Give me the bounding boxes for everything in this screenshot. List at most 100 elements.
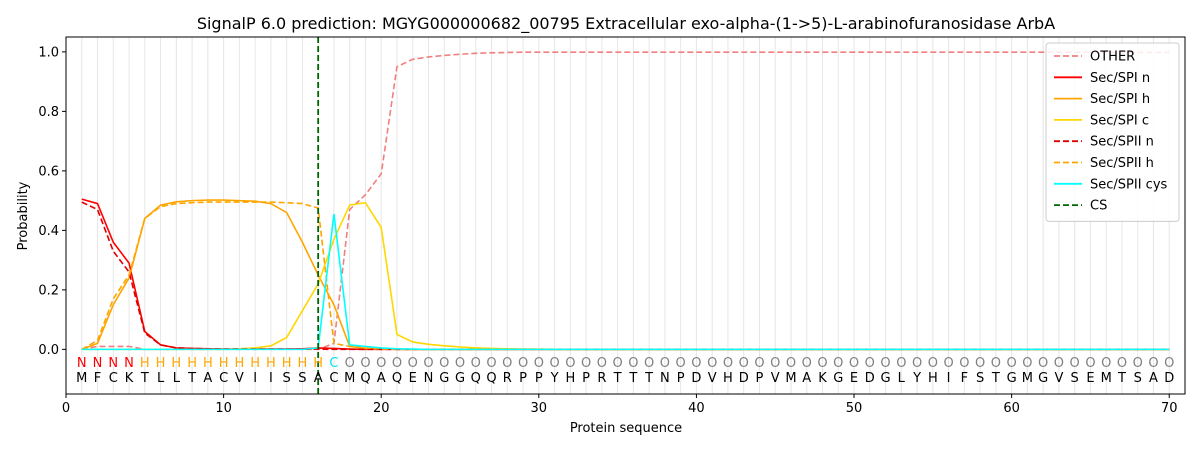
y-tick-label: 0.4 xyxy=(38,224,59,239)
legend-label: Sec/SPII h xyxy=(1090,156,1154,171)
region-label: O xyxy=(1054,356,1064,371)
region-label: O xyxy=(770,356,780,371)
residue-label: H xyxy=(928,371,938,386)
region-label: O xyxy=(943,356,953,371)
region-label: C xyxy=(329,356,338,371)
residue-label: M xyxy=(1101,371,1112,386)
residue-label: A xyxy=(1149,371,1158,386)
region-label: O xyxy=(880,356,890,371)
residue-label: E xyxy=(1086,371,1094,386)
residue-label: D xyxy=(1164,371,1174,386)
region-label: H xyxy=(298,356,308,371)
residue-label: P xyxy=(535,371,543,386)
residue-label: F xyxy=(961,371,968,386)
residue-label: A xyxy=(203,371,212,386)
residue-label: V xyxy=(235,371,244,386)
region-label: O xyxy=(896,356,906,371)
plot-frame xyxy=(65,36,1186,395)
series-layer xyxy=(81,51,1170,351)
residue-label: Y xyxy=(912,371,921,386)
grid-layer xyxy=(81,37,1170,394)
residue-label: T xyxy=(1117,371,1126,386)
residue-label: T xyxy=(187,371,196,386)
x-tick-label: 40 xyxy=(688,401,705,416)
region-label: O xyxy=(691,356,701,371)
residue-label: S xyxy=(283,371,291,386)
residue-label: A xyxy=(314,371,323,386)
region-label: O xyxy=(565,356,575,371)
region-label: O xyxy=(739,356,749,371)
legend-label: OTHER xyxy=(1090,50,1135,65)
residue-label: A xyxy=(377,371,386,386)
region-label: H xyxy=(313,356,323,371)
residue-label: S xyxy=(298,371,306,386)
x-tick-label: 20 xyxy=(373,401,390,416)
legend-box xyxy=(1045,42,1180,222)
region-label: O xyxy=(786,356,796,371)
residue-label: C xyxy=(219,371,228,386)
residue-label: R xyxy=(597,371,606,386)
y-tick-label: 1.0 xyxy=(38,45,59,60)
residue-label: V xyxy=(708,371,717,386)
x-tick-label: 10 xyxy=(215,401,232,416)
region-label: H xyxy=(156,356,166,371)
sequence-labels: NMNFNCNKHTHLHLHTHAHCHVHIHIHSHSHACCOMOQOA… xyxy=(76,356,1174,386)
residue-label: C xyxy=(109,371,118,386)
residue-label: T xyxy=(991,371,1000,386)
residue-label: H xyxy=(565,371,575,386)
region-label: O xyxy=(660,356,670,371)
region-label: O xyxy=(644,356,654,371)
y-tick-label: 0.2 xyxy=(38,283,59,298)
x-axis-label: Protein sequence xyxy=(570,421,682,436)
region-label: O xyxy=(581,356,591,371)
series-line-sec-spi-n xyxy=(81,198,1170,351)
series-line-sec-spii-cys xyxy=(81,213,1170,351)
region-label: O xyxy=(455,356,465,371)
region-label: H xyxy=(187,356,197,371)
region-label: O xyxy=(518,356,528,371)
residue-label: T xyxy=(644,371,653,386)
series-line-sec-spi-c xyxy=(81,201,1170,351)
series-line-sec-spii-n xyxy=(81,201,1170,351)
legend-label: Sec/SPII n xyxy=(1090,135,1154,150)
region-label: H xyxy=(250,356,260,371)
residue-label: T xyxy=(628,371,637,386)
region-label: O xyxy=(408,356,418,371)
region-label: O xyxy=(1007,356,1017,371)
region-label: O xyxy=(628,356,638,371)
region-label: H xyxy=(203,356,213,371)
residue-label: G xyxy=(1007,371,1017,386)
region-label: O xyxy=(345,356,355,371)
region-label: O xyxy=(676,356,686,371)
residue-label: M xyxy=(344,371,355,386)
region-label: O xyxy=(613,356,623,371)
region-label: O xyxy=(754,356,764,371)
y-tick-label: 0.0 xyxy=(38,343,59,358)
series-line-sec-spi-h xyxy=(81,199,1170,351)
chart-title: SignalP 6.0 prediction: MGYG000000682_00… xyxy=(197,14,1055,34)
residue-label: C xyxy=(329,371,338,386)
region-label: O xyxy=(1038,356,1048,371)
residue-label: Q xyxy=(486,371,496,386)
x-tick-label: 70 xyxy=(1161,401,1178,416)
region-label: O xyxy=(817,356,827,371)
x-tick-label: 60 xyxy=(1003,401,1020,416)
residue-label: I xyxy=(269,371,273,386)
region-label: O xyxy=(959,356,969,371)
residue-label: L xyxy=(157,371,165,386)
region-label: O xyxy=(928,356,938,371)
residue-label: D xyxy=(865,371,875,386)
legend-label: Sec/SPI n xyxy=(1090,71,1150,86)
region-label: O xyxy=(439,356,449,371)
x-tick-label: 50 xyxy=(846,401,863,416)
residue-label: K xyxy=(818,371,827,386)
series-line-sec-spii-h xyxy=(81,201,1170,351)
region-label: O xyxy=(1164,356,1174,371)
residue-label: S xyxy=(1071,371,1079,386)
legend: OTHER Sec/SPI n Sec/SPI h Sec/SPI c Sec/SPII… xyxy=(1045,42,1180,222)
tick-layer: 0 10 20 30 40 50 60 70 0.0 0.2 0.4 0.6 0.8 1.0 xyxy=(38,45,1177,416)
residue-label: G xyxy=(1038,371,1048,386)
residue-label: M xyxy=(1022,371,1033,386)
legend-label: Sec/SPI c xyxy=(1090,113,1149,128)
